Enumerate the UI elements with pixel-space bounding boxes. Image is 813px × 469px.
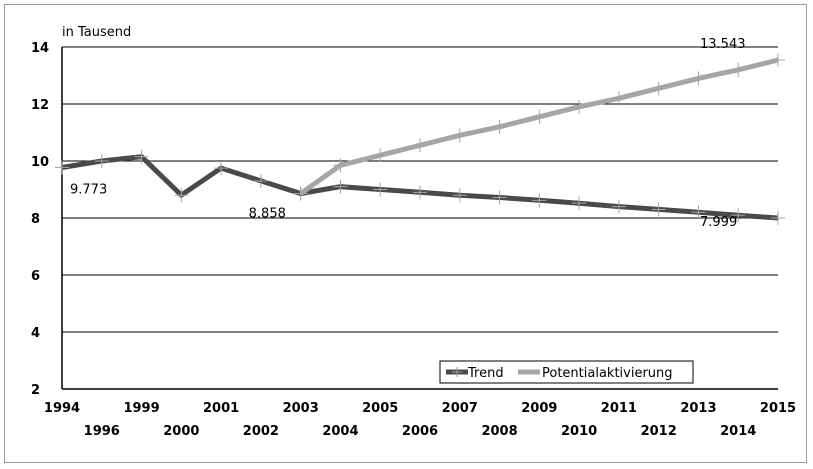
data-point xyxy=(691,205,706,220)
x-tick-label: 2002 xyxy=(243,424,279,439)
data-point xyxy=(373,148,388,163)
data-point xyxy=(333,158,348,173)
series-lines xyxy=(55,53,785,226)
x-tick-label: 2004 xyxy=(322,424,358,439)
gridlines xyxy=(61,46,778,390)
data-point xyxy=(492,190,507,205)
x-tick-label: 2011 xyxy=(601,401,637,416)
data-point xyxy=(174,188,189,203)
data-point xyxy=(611,91,626,106)
data-point xyxy=(452,188,467,203)
data-point xyxy=(771,211,785,226)
data-point xyxy=(373,182,388,197)
data-point xyxy=(731,208,746,223)
data-point xyxy=(55,160,69,175)
data-label: 9.773 xyxy=(70,182,107,197)
x-tick-label: 2005 xyxy=(362,401,398,416)
y-tick-label: 12 xyxy=(31,98,49,113)
data-point xyxy=(293,186,308,201)
x-tick-label: 1994 xyxy=(44,401,80,416)
x-tick-label: 2003 xyxy=(283,401,319,416)
data-point xyxy=(651,202,666,217)
data-label: 8.858 xyxy=(249,207,286,222)
x-tick-label: 2009 xyxy=(521,401,557,416)
data-point xyxy=(452,128,467,143)
x-tick-label: 2008 xyxy=(481,424,517,439)
x-tick-label: 2000 xyxy=(163,424,199,439)
data-point xyxy=(333,179,348,194)
data-label: 7.999 xyxy=(700,215,737,230)
data-point xyxy=(492,119,507,134)
data-point xyxy=(134,149,149,164)
data-point xyxy=(572,196,587,211)
data-point xyxy=(532,109,547,124)
data-point xyxy=(691,71,706,86)
y-tick-label: 2 xyxy=(31,383,40,398)
chart-frame: 2 4 6 8 10 12 14 1994 1996 1999 2000 2001 2002 2003 2… xyxy=(4,4,807,463)
data-point xyxy=(611,199,626,214)
data-point xyxy=(413,185,427,200)
data-point xyxy=(413,138,427,153)
x-tick-label: 2014 xyxy=(720,424,756,439)
x-tick-label: 2001 xyxy=(203,401,239,416)
data-point xyxy=(253,173,268,188)
x-tick-label: 2010 xyxy=(561,424,597,439)
data-point xyxy=(214,161,229,176)
data-label: 13.543 xyxy=(700,37,746,52)
data-point xyxy=(651,81,666,96)
x-tick-label: 2012 xyxy=(641,424,677,439)
x-tick-label: 2006 xyxy=(402,424,438,439)
y-tick-label: 6 xyxy=(31,269,40,284)
y-tick-label: 4 xyxy=(31,326,40,341)
y-axis-ticks: 2 4 6 8 10 12 14 xyxy=(31,41,49,398)
x-tick-label: 2013 xyxy=(680,401,716,416)
series-line-potentialaktivierung xyxy=(299,57,779,196)
data-point xyxy=(771,53,785,68)
x-tick-label: 1996 xyxy=(84,424,120,439)
unit-label: in Tausend xyxy=(62,25,131,40)
y-tick-label: 8 xyxy=(31,212,40,227)
data-point xyxy=(731,62,746,77)
legend-trend-label: Trend xyxy=(467,366,504,381)
x-tick-label: 2015 xyxy=(760,401,796,416)
data-point xyxy=(94,154,109,168)
legend-trend-marker xyxy=(452,367,462,377)
y-tick-label: 14 xyxy=(31,41,49,56)
x-tick-label: 1999 xyxy=(123,401,159,416)
legend-box xyxy=(439,360,694,384)
legend-potential-label: Potentialaktivierung xyxy=(542,366,673,381)
data-point xyxy=(532,193,547,208)
data-labels: 9.773 8.858 7.999 13.543 xyxy=(70,37,746,230)
x-tick-label: 2007 xyxy=(442,401,478,416)
y-tick-label: 10 xyxy=(31,155,49,170)
data-point xyxy=(572,99,587,114)
legend: Trend Potentialaktivierung xyxy=(439,360,694,384)
